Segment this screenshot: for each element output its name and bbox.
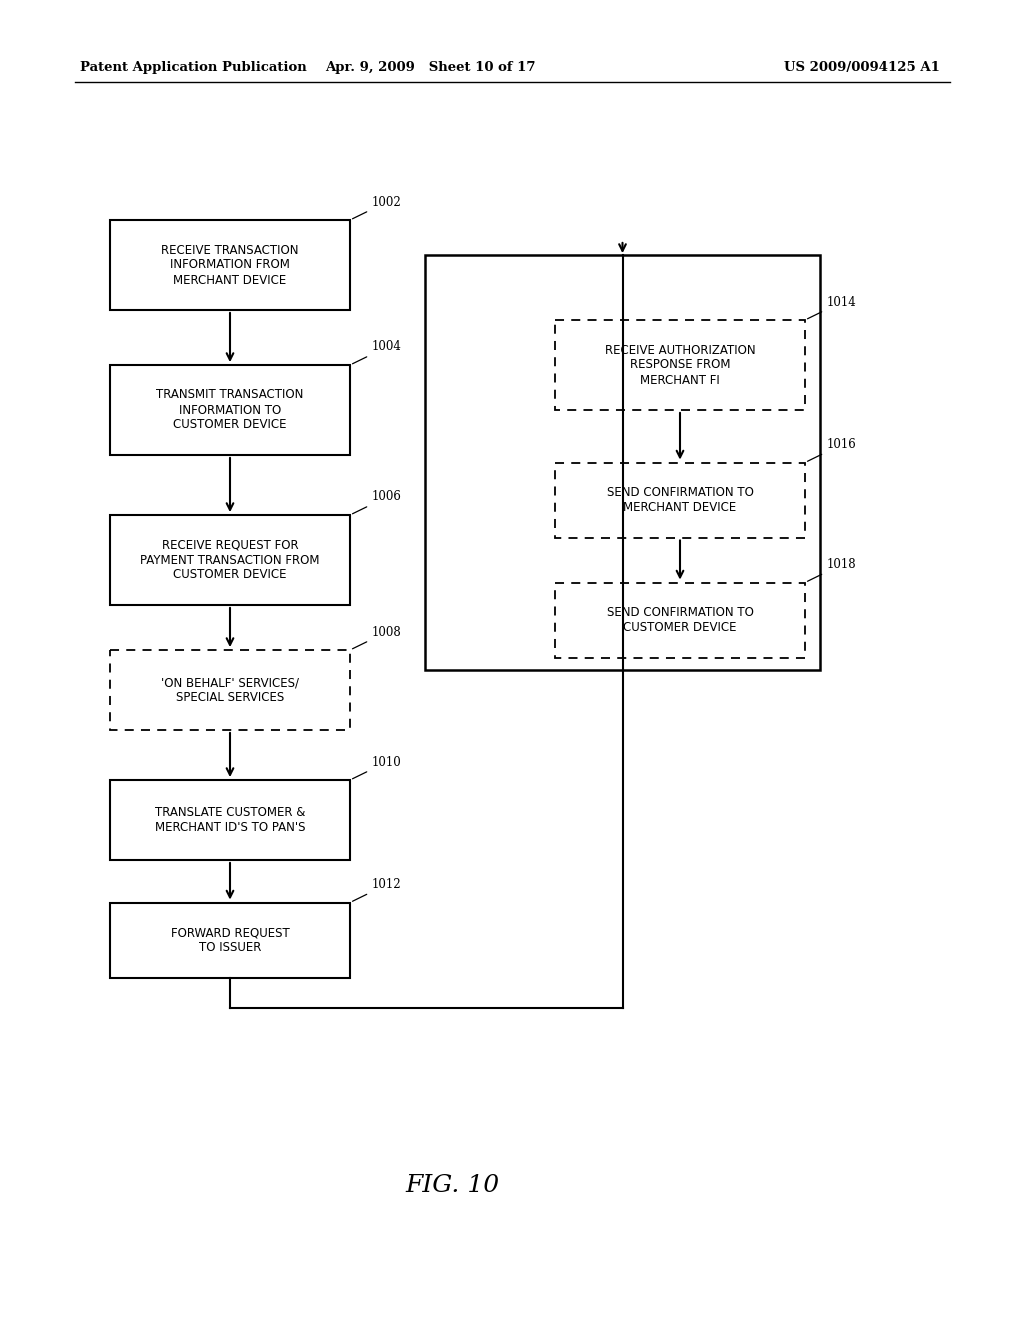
Text: FORWARD REQUEST
TO ISSUER: FORWARD REQUEST TO ISSUER xyxy=(171,927,290,954)
Text: 1016: 1016 xyxy=(808,438,857,461)
Text: SEND CONFIRMATION TO
MERCHANT DEVICE: SEND CONFIRMATION TO MERCHANT DEVICE xyxy=(606,486,754,513)
Bar xyxy=(110,220,350,310)
Text: 1018: 1018 xyxy=(808,558,857,581)
Text: US 2009/0094125 A1: US 2009/0094125 A1 xyxy=(784,62,940,74)
Text: 1006: 1006 xyxy=(352,491,401,513)
Text: FIG. 10: FIG. 10 xyxy=(404,1173,499,1196)
Bar xyxy=(110,903,350,978)
Text: Patent Application Publication: Patent Application Publication xyxy=(80,62,307,74)
Text: 1014: 1014 xyxy=(808,296,857,319)
Text: 1002: 1002 xyxy=(352,195,401,219)
Text: 1004: 1004 xyxy=(352,341,401,364)
Bar xyxy=(555,462,805,537)
Text: 1008: 1008 xyxy=(352,626,401,649)
Text: 1010: 1010 xyxy=(352,755,401,779)
Bar xyxy=(110,649,350,730)
Bar xyxy=(110,366,350,455)
Bar xyxy=(110,515,350,605)
Text: RECEIVE AUTHORIZATION
RESPONSE FROM
MERCHANT FI: RECEIVE AUTHORIZATION RESPONSE FROM MERC… xyxy=(605,343,756,387)
Bar xyxy=(110,780,350,861)
Text: 1012: 1012 xyxy=(352,878,401,902)
Text: TRANSMIT TRANSACTION
INFORMATION TO
CUSTOMER DEVICE: TRANSMIT TRANSACTION INFORMATION TO CUST… xyxy=(157,388,304,432)
Bar xyxy=(425,255,820,671)
Text: SEND CONFIRMATION TO
CUSTOMER DEVICE: SEND CONFIRMATION TO CUSTOMER DEVICE xyxy=(606,606,754,634)
Bar xyxy=(555,582,805,657)
Text: RECEIVE TRANSACTION
INFORMATION FROM
MERCHANT DEVICE: RECEIVE TRANSACTION INFORMATION FROM MER… xyxy=(161,243,299,286)
Text: Apr. 9, 2009   Sheet 10 of 17: Apr. 9, 2009 Sheet 10 of 17 xyxy=(325,62,536,74)
Text: TRANSLATE CUSTOMER &
MERCHANT ID'S TO PAN'S: TRANSLATE CUSTOMER & MERCHANT ID'S TO PA… xyxy=(155,807,305,834)
Text: 'ON BEHALF' SERVICES/
SPECIAL SERVICES: 'ON BEHALF' SERVICES/ SPECIAL SERVICES xyxy=(161,676,299,704)
Bar xyxy=(555,319,805,411)
Text: RECEIVE REQUEST FOR
PAYMENT TRANSACTION FROM
CUSTOMER DEVICE: RECEIVE REQUEST FOR PAYMENT TRANSACTION … xyxy=(140,539,319,582)
